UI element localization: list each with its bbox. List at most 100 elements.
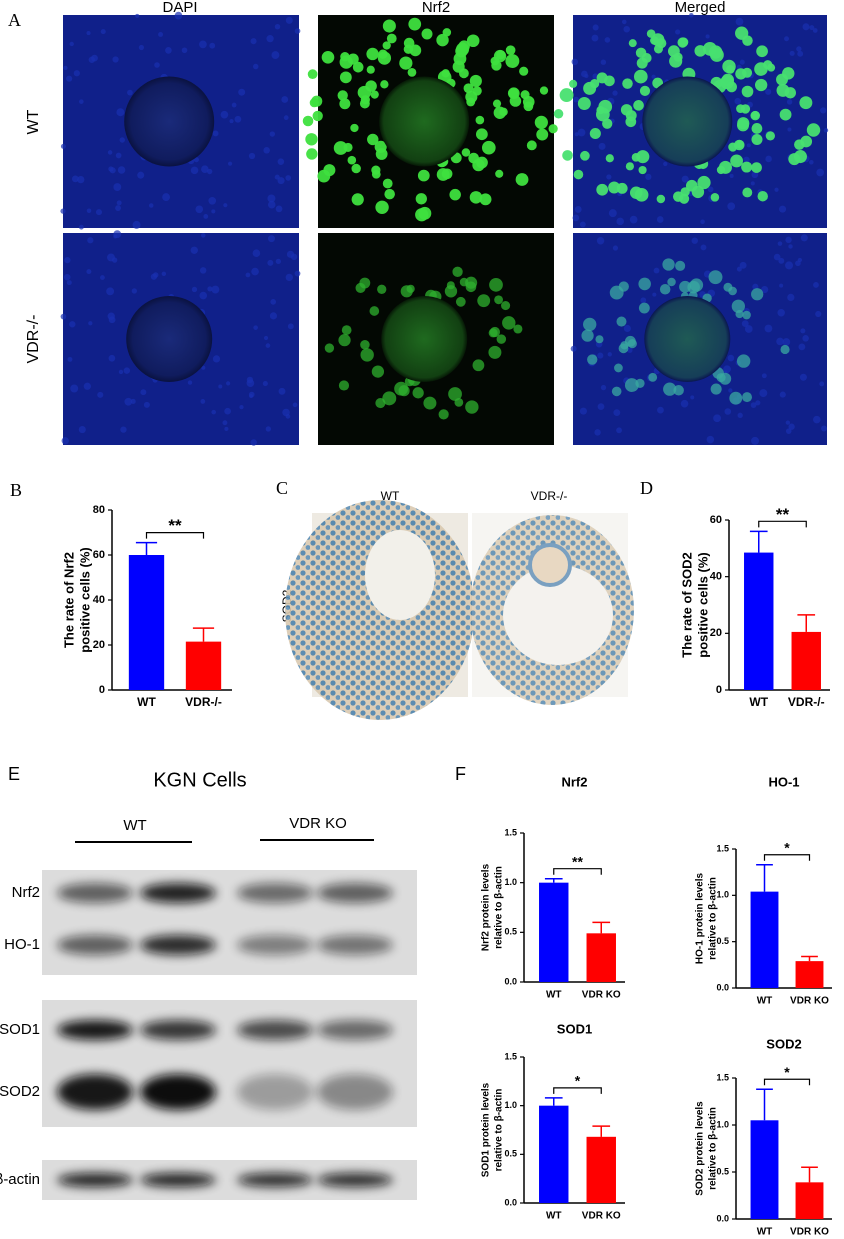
y-tick-label: 0 xyxy=(716,684,722,696)
nrf2-nucleus xyxy=(386,33,397,44)
blot-band xyxy=(237,1173,313,1187)
nucleus xyxy=(266,35,274,43)
nrf2-nucleus xyxy=(689,278,704,292)
nucleus xyxy=(83,382,91,390)
nucleus xyxy=(267,200,276,209)
nrf2-nucleus xyxy=(651,33,665,47)
nrf2-nucleus xyxy=(675,260,686,271)
nrf2-nucleus xyxy=(677,37,688,48)
nucleus xyxy=(269,312,278,320)
nucleus xyxy=(246,379,255,388)
nucleus xyxy=(275,258,281,265)
nrf2-nucleus xyxy=(735,68,747,80)
nrf2-nucleus xyxy=(605,154,614,163)
antrum xyxy=(503,565,613,665)
nrf2-nucleus xyxy=(603,75,615,87)
nucleus xyxy=(574,205,582,213)
nucleus xyxy=(735,17,744,26)
nrf2-nucleus xyxy=(459,277,469,287)
nrf2-nucleus xyxy=(341,325,352,335)
nucleus xyxy=(809,159,814,165)
error-bar xyxy=(544,1097,563,1106)
nrf2-nucleus xyxy=(697,175,711,190)
nrf2-nucleus xyxy=(369,306,380,316)
nrf2-nucleus xyxy=(360,95,370,105)
nrf2-nucleus xyxy=(370,90,379,99)
nucleus xyxy=(640,297,647,304)
nrf2-nucleus xyxy=(737,119,750,132)
nucleus xyxy=(809,25,815,31)
nrf2-nucleus xyxy=(602,118,613,129)
nrf2-nucleus xyxy=(780,344,790,355)
nrf2-nucleus xyxy=(633,100,644,111)
nrf2-nucleus xyxy=(339,71,352,84)
nrf2-nucleus xyxy=(492,99,502,108)
nrf2-nucleus xyxy=(406,284,415,293)
nrf2-nucleus xyxy=(587,354,598,365)
nucleus xyxy=(713,414,721,423)
nrf2-nucleus xyxy=(472,359,485,372)
nrf2-nucleus xyxy=(337,90,348,101)
nrf2-nucleus xyxy=(378,49,388,59)
nucleus xyxy=(705,34,710,39)
blot-band xyxy=(237,1074,313,1110)
nucleus xyxy=(616,427,622,434)
nrf2-nucleus xyxy=(662,258,675,271)
micrograph xyxy=(570,233,827,445)
bar-chart: 0 20 40 60 The rate of SOD2 positive cells (%… xyxy=(679,505,830,709)
blot-band xyxy=(317,1020,393,1040)
nucleus xyxy=(63,273,71,281)
nrf2-nucleus xyxy=(489,277,503,292)
nrf2-nucleus xyxy=(377,284,387,294)
nucleus xyxy=(612,90,618,96)
nrf2-nucleus xyxy=(577,97,591,110)
nrf2-nucleus xyxy=(505,54,520,69)
error-bar xyxy=(592,921,611,934)
nrf2-nucleus xyxy=(469,191,483,204)
nrf2-nucleus xyxy=(343,142,353,152)
nucleus xyxy=(162,193,171,202)
nrf2-nucleus xyxy=(751,123,763,134)
chart-title: SOD2 xyxy=(766,1036,801,1051)
nrf2-nucleus xyxy=(415,208,429,222)
y-tick-label: 0.5 xyxy=(504,1149,517,1159)
nucleus xyxy=(700,244,707,251)
nrf2-nucleus xyxy=(458,68,469,79)
nrf2-nucleus xyxy=(351,163,361,174)
nrf2-nucleus xyxy=(708,270,723,285)
nucleus xyxy=(285,273,293,282)
nucleus xyxy=(222,420,228,426)
nucleus xyxy=(821,425,827,432)
nrf2-nucleus xyxy=(382,178,393,189)
nrf2-nucleus xyxy=(366,47,379,61)
nucleus xyxy=(138,44,145,51)
nucleus xyxy=(613,409,621,417)
nrf2-nucleus xyxy=(449,188,461,201)
y-tick-label: 0.0 xyxy=(504,976,517,986)
blot-band xyxy=(57,1173,133,1187)
nrf2-nucleus xyxy=(309,98,319,108)
nucleus xyxy=(223,203,228,208)
nucleus xyxy=(201,165,209,174)
nucleus xyxy=(579,221,586,228)
nrf2-nucleus xyxy=(589,127,601,140)
nucleus xyxy=(784,36,790,42)
nrf2-nucleus xyxy=(384,188,395,200)
nrf2-nucleus xyxy=(553,109,564,119)
nucleus xyxy=(724,408,732,415)
blot-band xyxy=(237,935,313,955)
bar xyxy=(539,882,569,982)
nucleus xyxy=(250,38,257,45)
panel-label: B xyxy=(10,480,22,500)
nucleus xyxy=(220,110,229,119)
y-tick-label: 1.0 xyxy=(716,890,729,900)
nucleus xyxy=(785,236,792,244)
nrf2-nucleus xyxy=(731,299,745,313)
y-axis-label: relative to β-actin xyxy=(494,866,505,949)
nucleus xyxy=(100,29,106,35)
nucleus xyxy=(137,171,145,179)
x-tick-label: VDR-/- xyxy=(788,695,825,709)
nrf2-nucleus xyxy=(375,200,389,214)
nucleus xyxy=(120,426,127,433)
nrf2-nucleus xyxy=(351,193,364,206)
